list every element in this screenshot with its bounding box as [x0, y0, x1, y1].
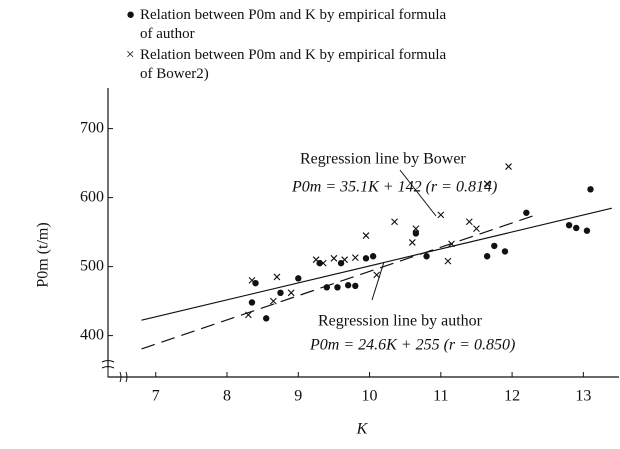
data-point	[263, 315, 270, 322]
x-axis-label: K	[356, 421, 369, 438]
data-point	[341, 256, 349, 264]
data-point	[473, 225, 480, 233]
data-point	[444, 257, 452, 265]
regression-line	[141, 207, 613, 321]
data-point	[295, 275, 302, 282]
x-tick-label: 11	[433, 388, 448, 405]
data-point	[252, 279, 259, 287]
legend: ● Relation between P0m and K by empirical…	[126, 6, 456, 86]
data-point	[362, 255, 370, 262]
data-point	[334, 284, 341, 291]
data-point	[483, 253, 491, 260]
legend-entry: × Relation between P0m and K by empirical…	[126, 46, 456, 84]
data-point	[273, 273, 281, 281]
leader-line	[371, 261, 385, 301]
data-point	[437, 211, 445, 219]
annotation: Regression line by Bower	[300, 151, 466, 168]
annotation-equation: P0m = 24.6K + 255 (r = 0.850)	[309, 337, 515, 354]
legend-symbol: ×	[126, 47, 135, 63]
x-tick-label: 10	[362, 388, 378, 405]
leader-line	[399, 169, 437, 217]
data-point	[565, 222, 573, 229]
x-tick-label: 8	[223, 388, 231, 405]
axis-break	[101, 360, 128, 383]
legend-label: Relation between P0m and K by empirical …	[140, 47, 447, 82]
data-point	[412, 230, 420, 237]
legend-label: Relation between P0m and K by empirical …	[140, 7, 447, 42]
data-point	[448, 240, 455, 248]
y-axis-label: P0m (t/m)	[35, 222, 52, 287]
x-tick-label: 13	[575, 388, 591, 405]
data-point	[312, 256, 320, 264]
data-point	[330, 254, 338, 262]
data-point	[269, 297, 277, 305]
data-point	[583, 227, 591, 234]
data-point	[344, 282, 352, 289]
annotation-equation: P0m = 35.1K + 142 (r = 0.814)	[291, 179, 497, 196]
data-point	[491, 242, 498, 250]
legend-entry: ● Relation between P0m and K by empirical…	[126, 6, 456, 44]
data-point	[523, 209, 530, 216]
data-point	[408, 239, 416, 246]
data-point	[391, 218, 398, 226]
x-tick-label: 9	[294, 388, 302, 405]
y-tick-label: 500	[80, 257, 104, 274]
regression-line	[141, 215, 534, 350]
data-point	[412, 225, 420, 233]
data-point	[465, 218, 473, 226]
data-point	[423, 253, 430, 260]
data-point	[501, 248, 509, 255]
annotation: Regression line by author	[318, 313, 483, 330]
data-point	[248, 277, 256, 284]
y-tick-label: 700	[80, 119, 104, 136]
data-point	[573, 224, 580, 232]
x-tick-label: 12	[504, 388, 520, 405]
data-point	[483, 180, 491, 188]
data-point	[362, 232, 370, 239]
data-point	[319, 259, 327, 267]
y-tick-label: 400	[80, 326, 104, 343]
data-point	[369, 253, 377, 260]
data-point	[245, 311, 252, 319]
data-point	[373, 271, 381, 279]
data-point	[277, 289, 284, 297]
data-point	[287, 289, 295, 297]
data-point	[248, 299, 256, 306]
data-point	[352, 282, 359, 290]
data-point	[587, 186, 594, 193]
data-point	[351, 254, 359, 262]
data-point	[505, 163, 512, 170]
y-tick-label: 600	[80, 188, 104, 205]
legend-symbol: ●	[126, 7, 136, 23]
x-tick-label: 7	[152, 388, 160, 405]
